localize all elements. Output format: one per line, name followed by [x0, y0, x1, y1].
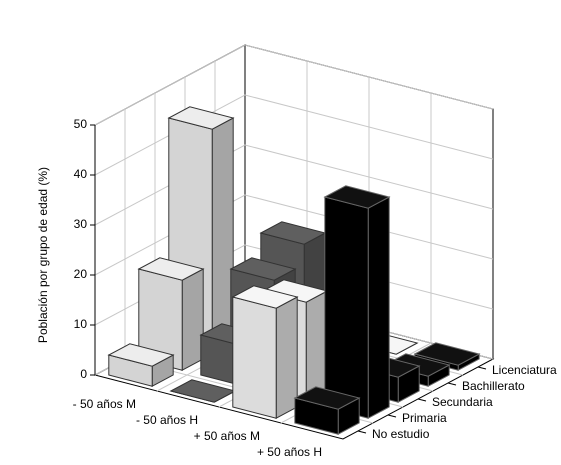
- y-tick-label: 30: [74, 217, 88, 231]
- depth-tick: [417, 398, 427, 402]
- x-tick-label: - 50 años H: [136, 413, 198, 427]
- legend-label: Primaria: [402, 411, 447, 425]
- legend-label: Bachillerato: [462, 379, 525, 393]
- bar-top: [293, 386, 361, 410]
- bar-side: [211, 117, 234, 356]
- grid-line: [94, 94, 494, 176]
- bar-top: [229, 257, 297, 281]
- bar-side: [275, 296, 298, 420]
- bar-top: [231, 285, 299, 309]
- x-tick-label: - 50 años M: [73, 397, 136, 411]
- bar-side: [367, 196, 390, 420]
- bar-top: [323, 185, 391, 209]
- legend-label: No estudio: [372, 427, 430, 441]
- y-axis-label: Población por grupo de edad (%): [36, 167, 50, 343]
- bar-front: [232, 296, 277, 419]
- y-tick-label: 50: [74, 117, 88, 131]
- grid-line: [94, 194, 494, 276]
- grid-line: [94, 144, 494, 226]
- legend-label: Licenciatura: [492, 363, 557, 377]
- legend-label: Secundaria: [432, 395, 493, 409]
- bar-top: [107, 343, 175, 367]
- bar-top: [413, 342, 481, 366]
- y-tick-label: 10: [74, 317, 88, 331]
- depth-tick: [387, 414, 397, 418]
- depth-tick: [357, 430, 367, 434]
- depth-tick: [477, 366, 487, 370]
- x-tick-label: + 50 años H: [257, 445, 322, 459]
- y-tick-label: 40: [74, 167, 88, 181]
- bar-front: [324, 196, 369, 419]
- depth-tick: [447, 382, 457, 386]
- bar-side: [305, 290, 328, 404]
- bar-top: [167, 106, 235, 130]
- y-tick-label: 0: [80, 367, 87, 381]
- bar-side: [181, 268, 204, 372]
- grid-line: [94, 44, 494, 126]
- y-tick-label: 20: [74, 267, 88, 281]
- bar-top: [137, 257, 205, 281]
- x-tick-label: + 50 años M: [194, 429, 260, 443]
